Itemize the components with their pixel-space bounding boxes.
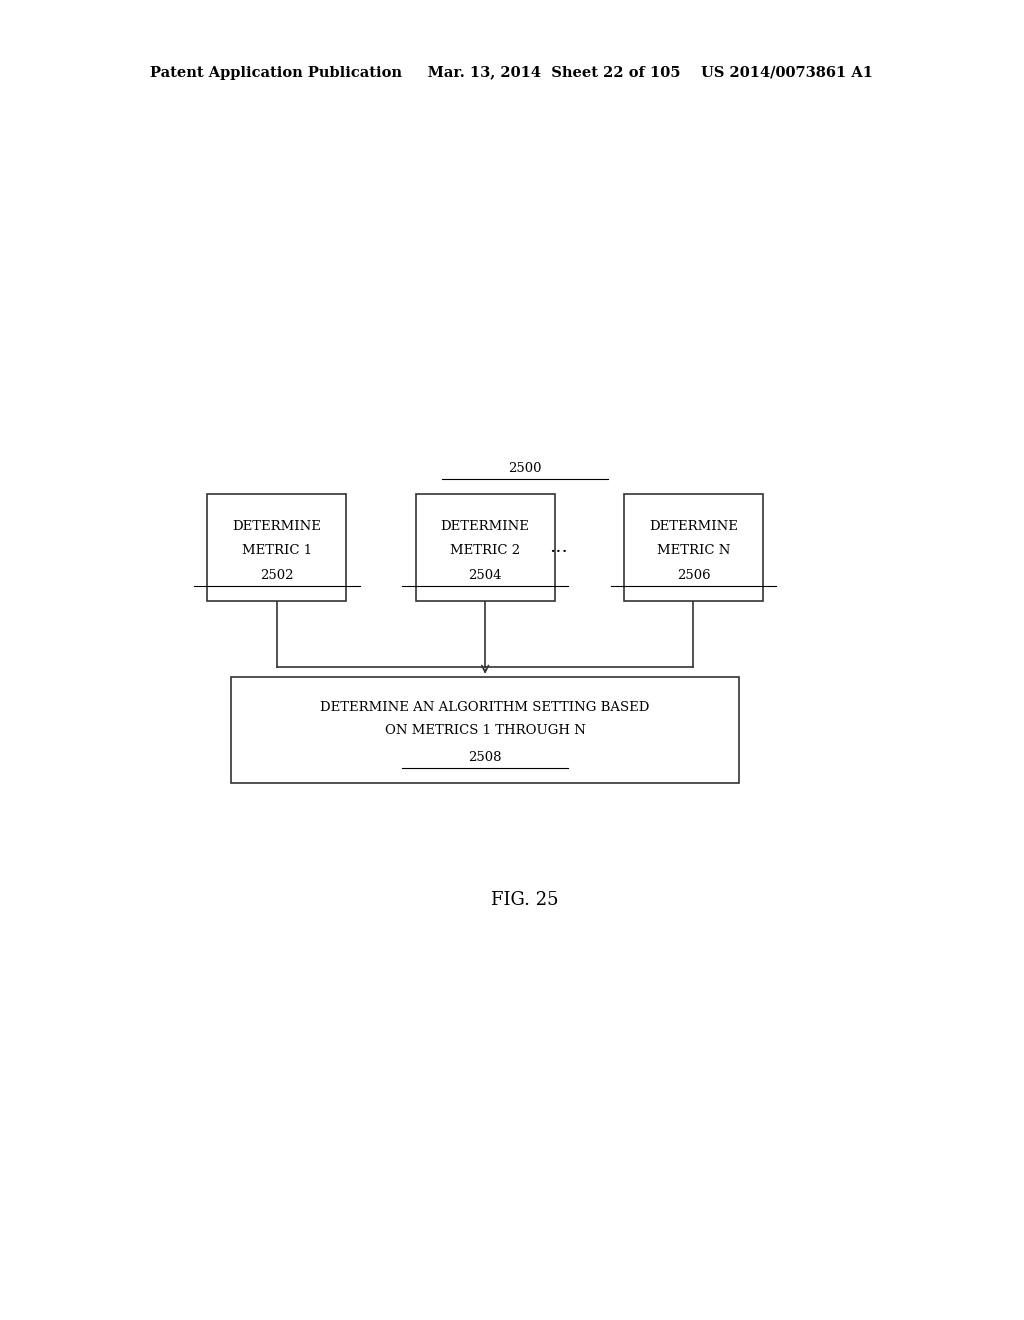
Text: 2500: 2500	[508, 462, 542, 475]
Text: METRIC 2: METRIC 2	[451, 544, 520, 557]
FancyBboxPatch shape	[231, 677, 739, 784]
Text: 2506: 2506	[677, 569, 711, 582]
Text: Patent Application Publication     Mar. 13, 2014  Sheet 22 of 105    US 2014/007: Patent Application Publication Mar. 13, …	[151, 66, 873, 79]
Text: FIG. 25: FIG. 25	[492, 891, 558, 909]
Text: ...: ...	[550, 539, 568, 556]
Text: DETERMINE: DETERMINE	[440, 520, 529, 533]
FancyBboxPatch shape	[207, 494, 346, 601]
FancyBboxPatch shape	[416, 494, 555, 601]
FancyBboxPatch shape	[624, 494, 763, 601]
Text: DETERMINE AN ALGORITHM SETTING BASED: DETERMINE AN ALGORITHM SETTING BASED	[321, 701, 650, 714]
Text: 2502: 2502	[260, 569, 294, 582]
Text: 2508: 2508	[468, 751, 502, 764]
Text: DETERMINE: DETERMINE	[232, 520, 322, 533]
Text: DETERMINE: DETERMINE	[649, 520, 738, 533]
Text: ON METRICS 1 THROUGH N: ON METRICS 1 THROUGH N	[385, 723, 586, 737]
Text: METRIC 1: METRIC 1	[242, 544, 312, 557]
Text: 2504: 2504	[468, 569, 502, 582]
Text: METRIC N: METRIC N	[656, 544, 730, 557]
